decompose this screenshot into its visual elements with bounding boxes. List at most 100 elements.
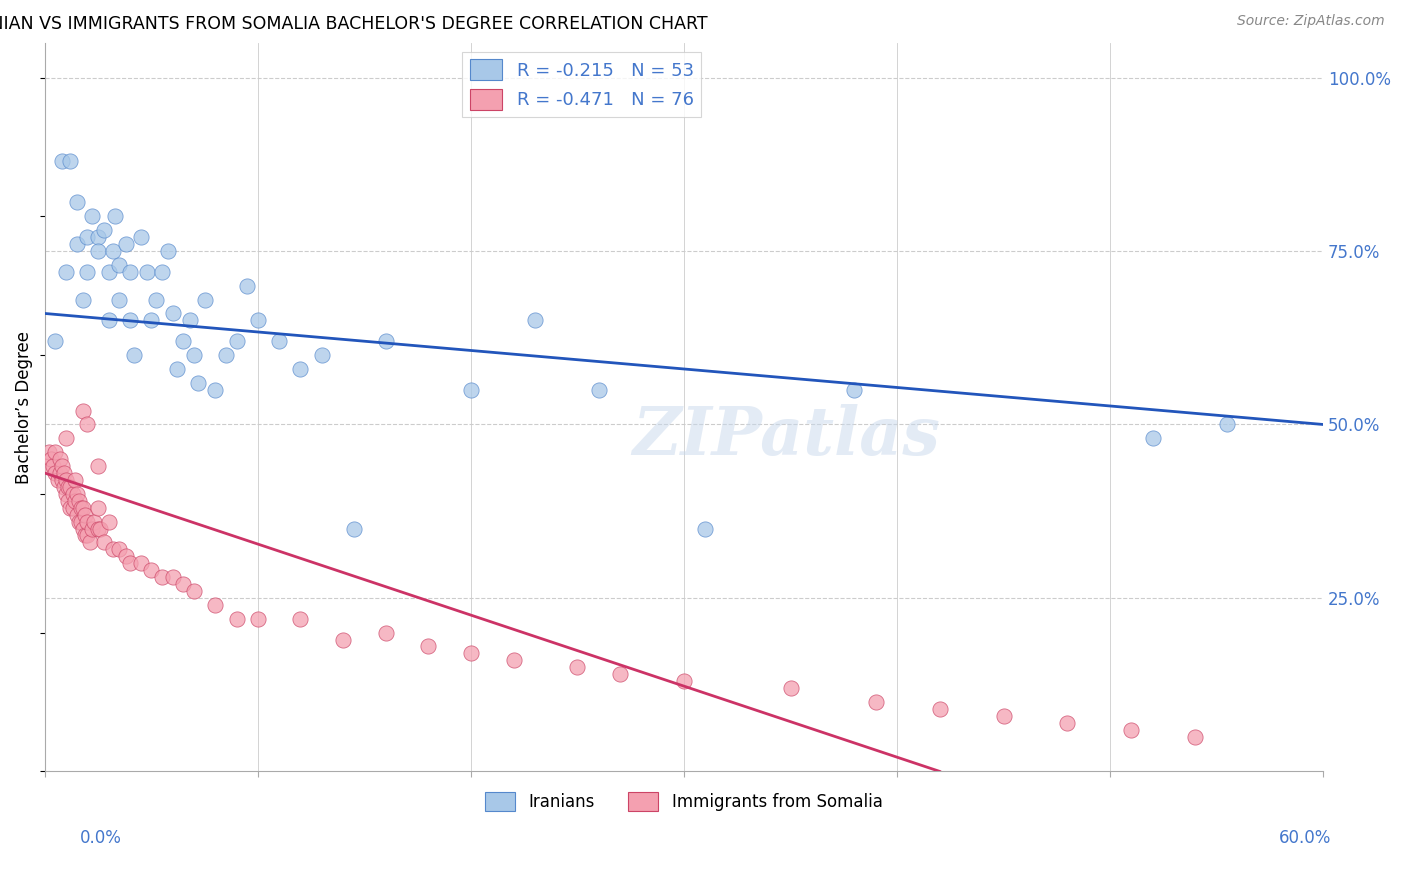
Point — [108, 542, 131, 557]
Text: ZIPatlas: ZIPatlas — [633, 404, 941, 469]
Point — [672, 674, 695, 689]
Point — [129, 230, 152, 244]
Point — [118, 556, 141, 570]
Point — [215, 348, 238, 362]
Point — [114, 237, 136, 252]
Point — [87, 244, 110, 258]
Point — [1184, 730, 1206, 744]
Point — [59, 480, 82, 494]
Point — [374, 334, 396, 349]
Point — [928, 702, 950, 716]
Point — [72, 293, 94, 307]
Point — [89, 522, 111, 536]
Legend: Iranians, Immigrants from Somalia: Iranians, Immigrants from Somalia — [478, 785, 889, 818]
Point — [290, 362, 312, 376]
Point — [97, 515, 120, 529]
Point — [141, 563, 163, 577]
Point — [172, 577, 194, 591]
Point — [48, 466, 70, 480]
Text: IRANIAN VS IMMIGRANTS FROM SOMALIA BACHELOR'S DEGREE CORRELATION CHART: IRANIAN VS IMMIGRANTS FROM SOMALIA BACHE… — [0, 15, 707, 33]
Point — [62, 500, 84, 515]
Text: Source: ZipAtlas.com: Source: ZipAtlas.com — [1237, 14, 1385, 28]
Point — [779, 681, 801, 695]
Point — [460, 647, 482, 661]
Point — [460, 383, 482, 397]
Text: 0.0%: 0.0% — [80, 829, 122, 847]
Point — [523, 313, 546, 327]
Point — [53, 480, 76, 494]
Point — [46, 473, 69, 487]
Point — [97, 265, 120, 279]
Point — [418, 640, 440, 654]
Point — [87, 500, 110, 515]
Point — [72, 522, 94, 536]
Point — [225, 612, 247, 626]
Point — [67, 515, 90, 529]
Point — [129, 556, 152, 570]
Point — [62, 487, 84, 501]
Point — [44, 466, 66, 480]
Point — [35, 459, 58, 474]
Point — [80, 522, 103, 536]
Point — [157, 244, 180, 258]
Point — [63, 493, 86, 508]
Point — [844, 383, 866, 397]
Point — [53, 466, 76, 480]
Point — [93, 535, 115, 549]
Point — [236, 278, 259, 293]
Point — [183, 584, 205, 599]
Point — [1216, 417, 1239, 432]
Point — [44, 334, 66, 349]
Point — [70, 515, 93, 529]
Point — [141, 313, 163, 327]
Point — [118, 265, 141, 279]
Point — [114, 549, 136, 564]
Point — [42, 459, 65, 474]
Point — [1121, 723, 1143, 737]
Point — [183, 348, 205, 362]
Point — [150, 570, 173, 584]
Point — [204, 598, 226, 612]
Point — [162, 570, 184, 584]
Point — [269, 334, 291, 349]
Point — [695, 522, 717, 536]
Point — [76, 230, 98, 244]
Point — [55, 431, 77, 445]
Point — [97, 313, 120, 327]
Point — [72, 500, 94, 515]
Point — [63, 473, 86, 487]
Y-axis label: Bachelor’s Degree: Bachelor’s Degree — [15, 331, 32, 483]
Point — [374, 625, 396, 640]
Point — [993, 709, 1015, 723]
Point — [87, 522, 110, 536]
Point — [75, 508, 97, 522]
Point — [172, 334, 194, 349]
Point — [290, 612, 312, 626]
Point — [332, 632, 354, 647]
Point — [311, 348, 333, 362]
Point — [51, 459, 73, 474]
Point — [39, 452, 62, 467]
Point — [66, 237, 89, 252]
Point — [225, 334, 247, 349]
Point — [55, 487, 77, 501]
Point — [87, 459, 110, 474]
Point — [108, 293, 131, 307]
Point — [136, 265, 159, 279]
Point — [865, 695, 887, 709]
Point — [124, 348, 146, 362]
Point — [204, 383, 226, 397]
Point — [1056, 715, 1078, 730]
Point — [246, 313, 269, 327]
Point — [118, 313, 141, 327]
Point — [67, 493, 90, 508]
Point — [246, 612, 269, 626]
Point — [145, 293, 167, 307]
Point — [588, 383, 610, 397]
Point — [76, 265, 98, 279]
Point — [343, 522, 366, 536]
Point — [567, 660, 589, 674]
Point — [51, 153, 73, 168]
Point — [83, 515, 105, 529]
Point — [44, 445, 66, 459]
